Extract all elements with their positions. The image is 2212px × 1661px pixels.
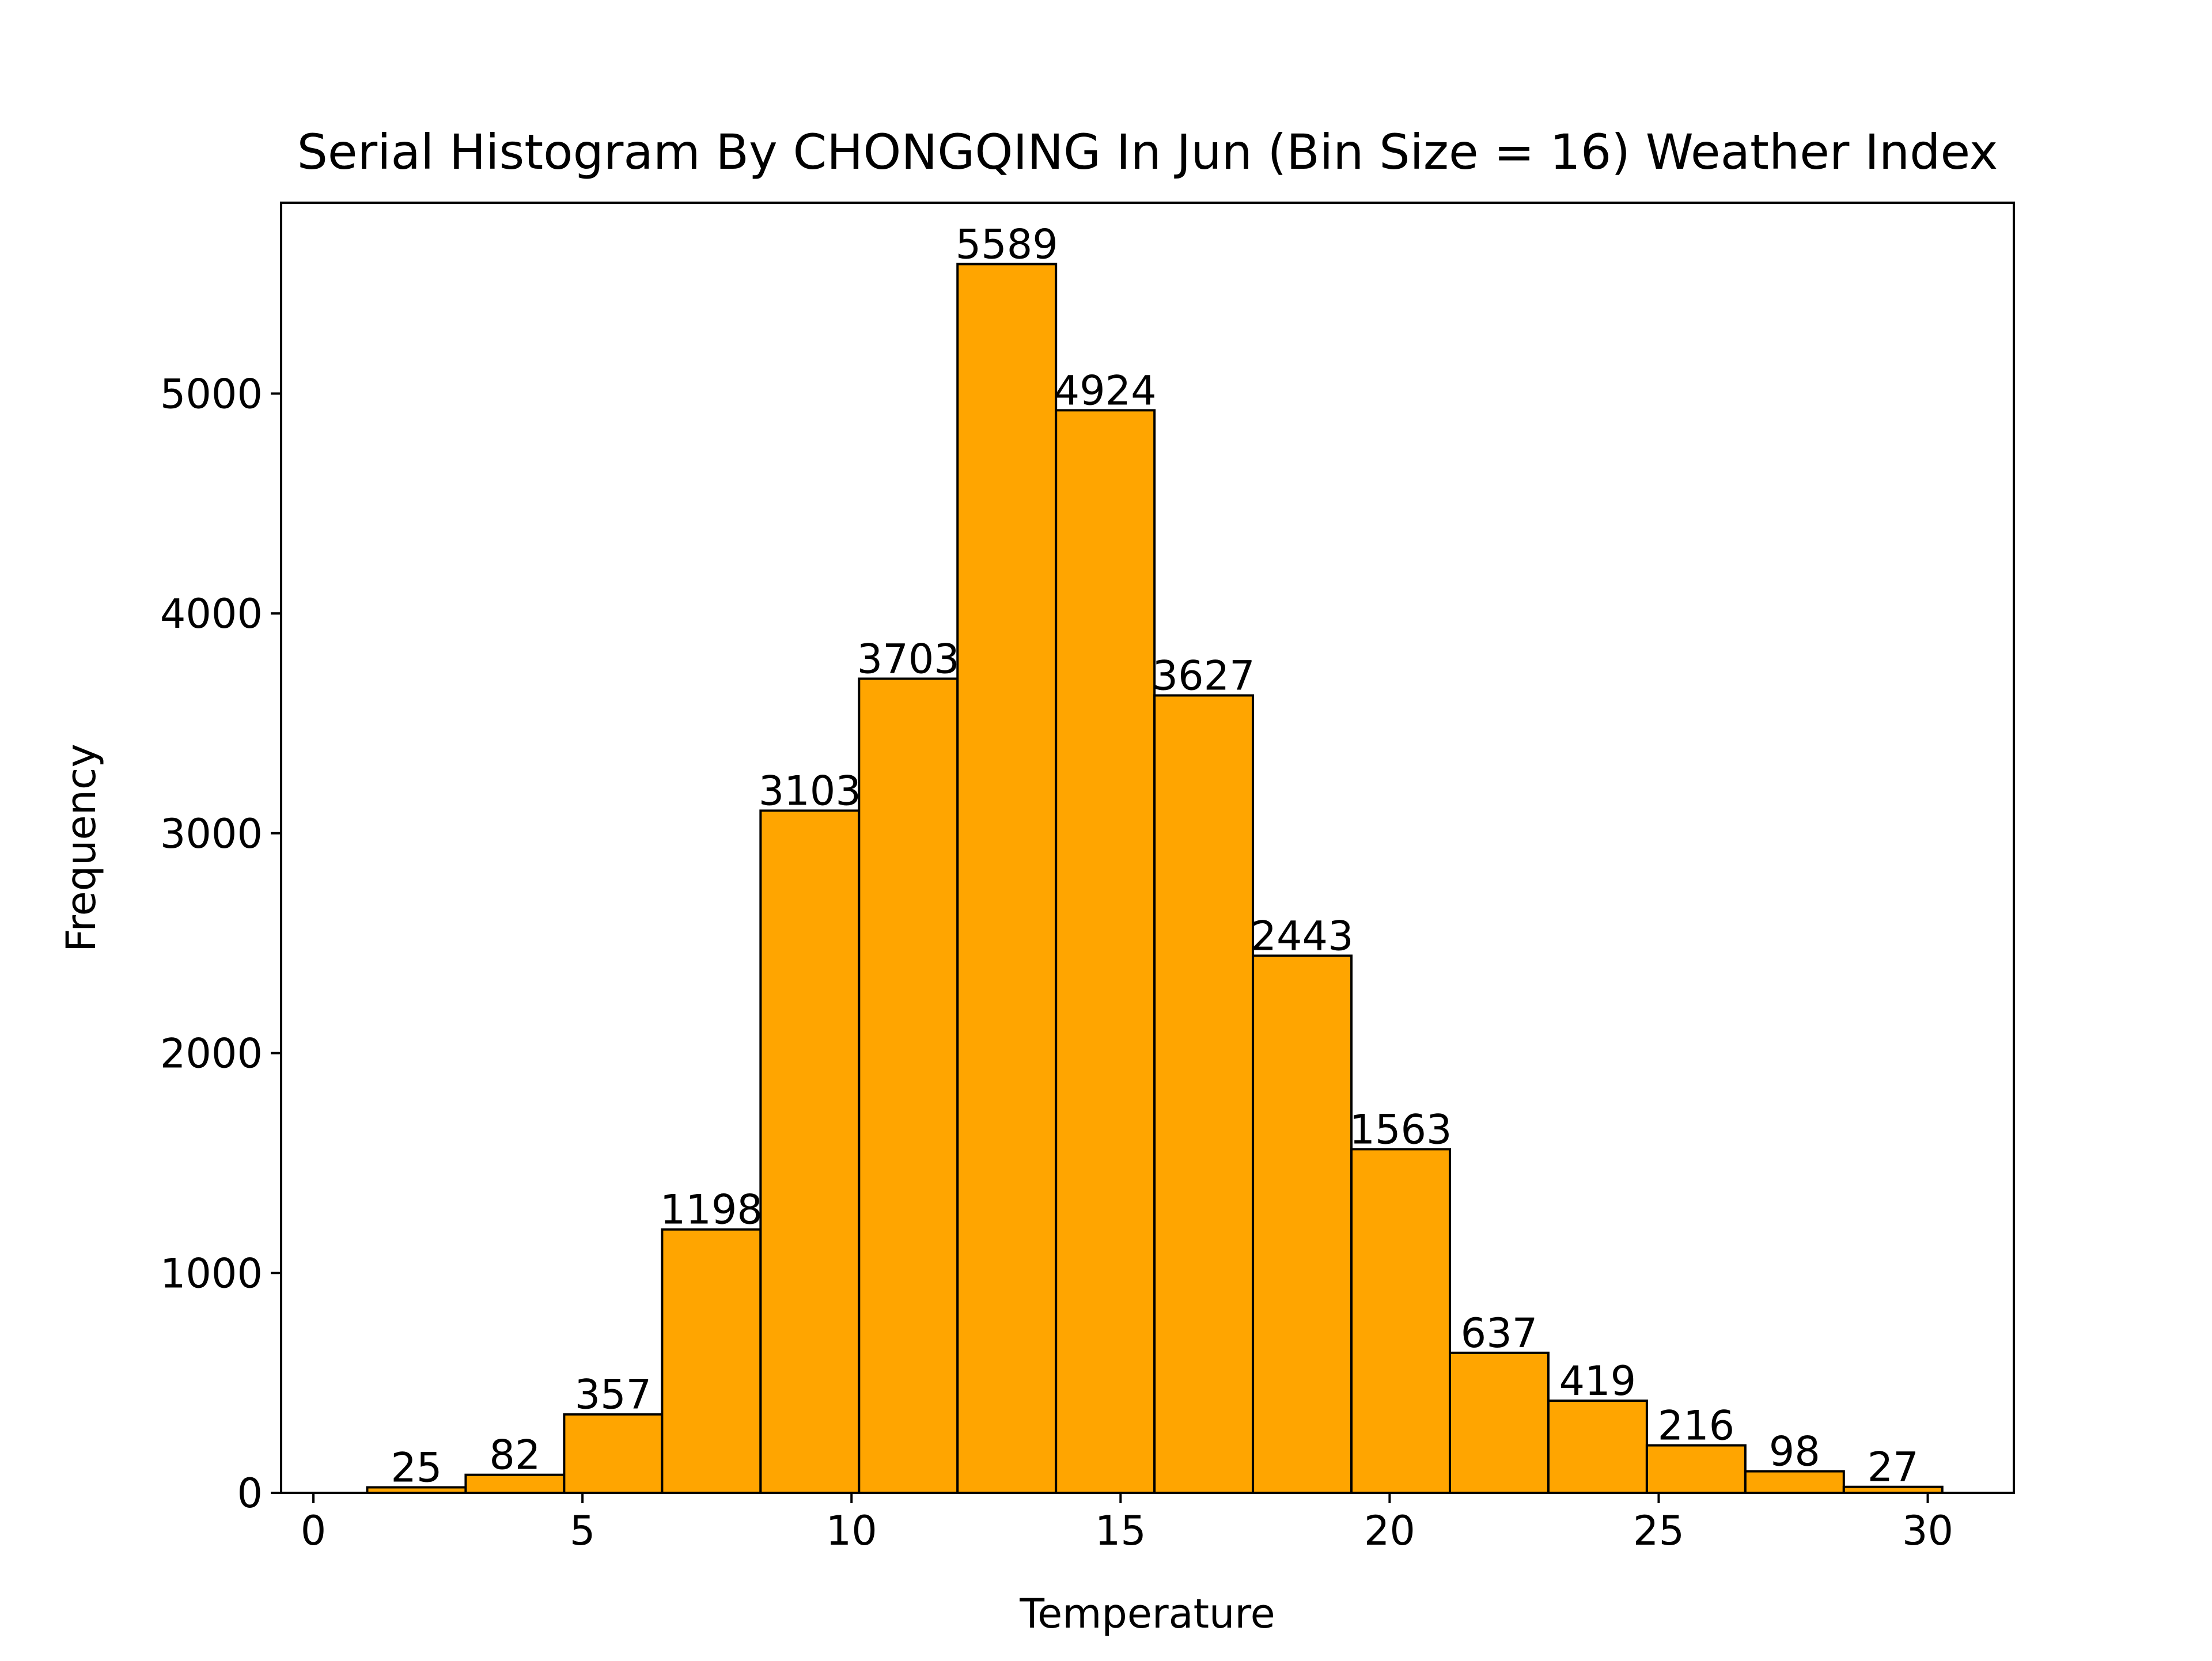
- x-tick-label: 15: [1095, 1507, 1146, 1554]
- bar-value-label: 1563: [1349, 1106, 1452, 1153]
- chart-title: Serial Histogram By CHONGQING In Jun (Bi…: [297, 124, 1998, 180]
- x-axis: 0 5 10 15 20 25 30: [301, 1493, 1953, 1554]
- y-tick-label: 1000: [160, 1250, 263, 1297]
- bar-value-label: 357: [575, 1371, 652, 1419]
- histogram-bar: [858, 677, 959, 1494]
- y-axis: 0 1000 2000 3000 4000 5000: [160, 370, 281, 1517]
- bar-value-label: 1198: [660, 1186, 763, 1234]
- x-tick-label: 30: [1902, 1507, 1953, 1554]
- y-tick-label: 3000: [160, 810, 263, 858]
- histogram-bar: [956, 263, 1058, 1494]
- x-tick-label: 25: [1633, 1507, 1684, 1554]
- y-axis-label: Frequency: [58, 744, 105, 952]
- y-tick-label: 0: [237, 1470, 263, 1517]
- bar-value-label: 419: [1559, 1357, 1637, 1405]
- x-axis-label: Temperature: [1019, 1590, 1275, 1637]
- x-tick-label: 20: [1364, 1507, 1415, 1554]
- bar-value-label: 98: [1769, 1428, 1820, 1476]
- bar-value-label: 637: [1461, 1310, 1538, 1357]
- bar-value-label: 216: [1658, 1402, 1735, 1450]
- plot-area-frame: [280, 202, 2015, 1494]
- histogram-bar: [563, 1413, 664, 1495]
- bars-layer: [366, 263, 1944, 1495]
- bar-value-label: 3627: [1153, 652, 1255, 699]
- bar-value-label: 3703: [857, 635, 960, 682]
- bar-labels-layer: 25 82 357 1198 3103 3703 5589 4924 3627 2443 1563 6…: [391, 221, 1918, 1492]
- histogram-bar: [1547, 1400, 1648, 1494]
- y-tick-label: 5000: [160, 370, 263, 418]
- x-tick-label: 10: [826, 1507, 877, 1554]
- y-tick-label: 4000: [160, 590, 263, 638]
- y-tick-label: 2000: [160, 1030, 263, 1078]
- bar-value-label: 27: [1868, 1444, 1919, 1491]
- bar-value-label: 4924: [1054, 367, 1157, 414]
- histogram-bar: [759, 809, 861, 1494]
- histogram-bar: [1252, 954, 1353, 1495]
- histogram-bar: [1645, 1444, 1747, 1494]
- histogram-bar: [1448, 1351, 1550, 1495]
- bar-value-label: 2443: [1251, 912, 1353, 960]
- x-tick-label: 5: [570, 1507, 596, 1554]
- bar-value-label: 82: [489, 1432, 540, 1479]
- bar-value-label: 5589: [956, 221, 1058, 268]
- x-tick-label: 0: [301, 1507, 327, 1554]
- histogram-bar: [1153, 694, 1255, 1494]
- histogram-bar: [661, 1228, 762, 1495]
- bar-value-label: 25: [391, 1444, 442, 1491]
- bar-value-label: 3103: [759, 767, 861, 814]
- histogram-bar: [1350, 1148, 1451, 1494]
- histogram-bar: [1055, 409, 1156, 1494]
